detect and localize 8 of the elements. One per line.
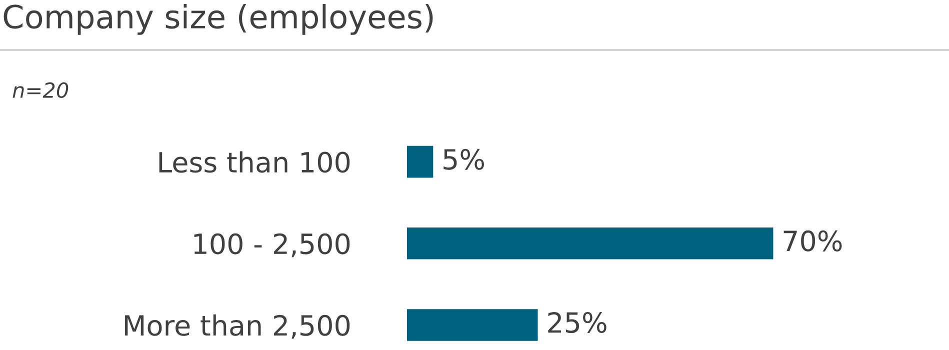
y-tick-label: 100 - 2,500 <box>194 233 350 258</box>
y-tick-label: More than 2,500 <box>125 314 350 339</box>
chart-title: Company size (employees) <box>4 4 433 35</box>
data-label: 25% <box>548 312 606 334</box>
text: n=20 <box>12 82 68 98</box>
y-tick-label: Less than 100 <box>159 151 350 173</box>
data-label: 5% <box>444 148 484 170</box>
data-label: 70% <box>784 230 842 252</box>
